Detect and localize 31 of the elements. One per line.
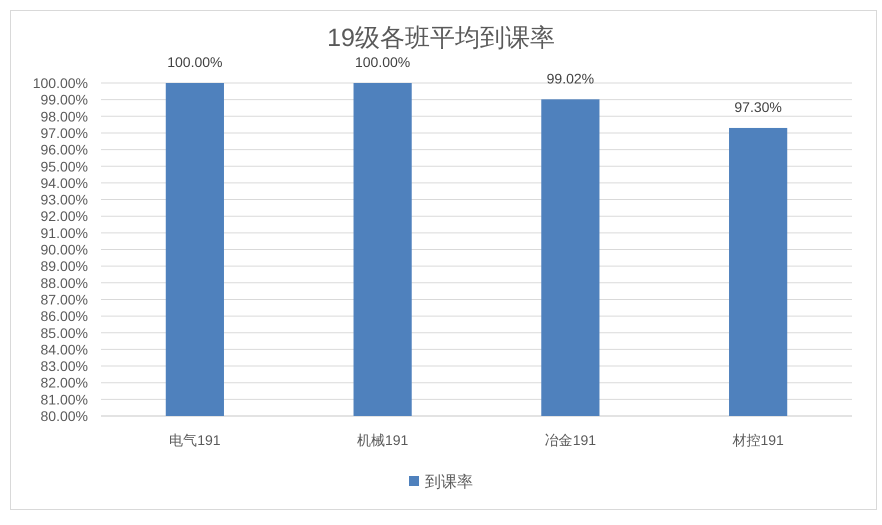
y-tick-label: 97.00% xyxy=(40,124,88,141)
x-tick-label: 材控191 xyxy=(731,432,784,448)
chart-title: 19级各班平均到课率 xyxy=(327,24,555,52)
y-tick-label: 93.00% xyxy=(40,192,88,208)
y-tick-label: 92.00% xyxy=(40,208,88,224)
y-tick-label: 91.00% xyxy=(40,224,88,241)
y-tick-label: 80.00% xyxy=(40,408,88,424)
x-tick-label: 机械191 xyxy=(356,432,409,448)
y-tick-label: 87.00% xyxy=(40,291,88,308)
y-tick-label: 89.00% xyxy=(40,258,88,274)
y-tick-label: 99.00% xyxy=(40,92,88,108)
y-tick-label: 86.00% xyxy=(40,308,88,324)
y-tick-label: 85.00% xyxy=(40,324,88,341)
y-tick-label: 88.00% xyxy=(40,274,88,291)
y-tick-label: 84.00% xyxy=(40,341,88,358)
data-label: 97.30% xyxy=(734,98,782,115)
x-tick-label: 冶金191 xyxy=(544,432,596,448)
y-tick-label: 82.00% xyxy=(40,374,88,391)
x-tick-label: 电气191 xyxy=(169,432,221,448)
y-tick-label: 98.00% xyxy=(40,108,88,124)
y-tick-label: 100.00% xyxy=(32,75,88,91)
legend-label: 到课率 xyxy=(425,473,473,491)
data-label: 100.00% xyxy=(167,54,223,70)
y-tick-label: 81.00% xyxy=(40,391,88,408)
y-tick-label: 90.00% xyxy=(40,242,88,258)
data-label: 100.00% xyxy=(354,54,410,70)
data-label: 99.02% xyxy=(546,70,594,86)
y-tick-label: 94.00% xyxy=(40,174,88,191)
y-tick-label: 96.00% xyxy=(40,142,88,158)
y-tick-label: 83.00% xyxy=(40,358,88,374)
y-tick-label: 95.00% xyxy=(40,158,88,174)
